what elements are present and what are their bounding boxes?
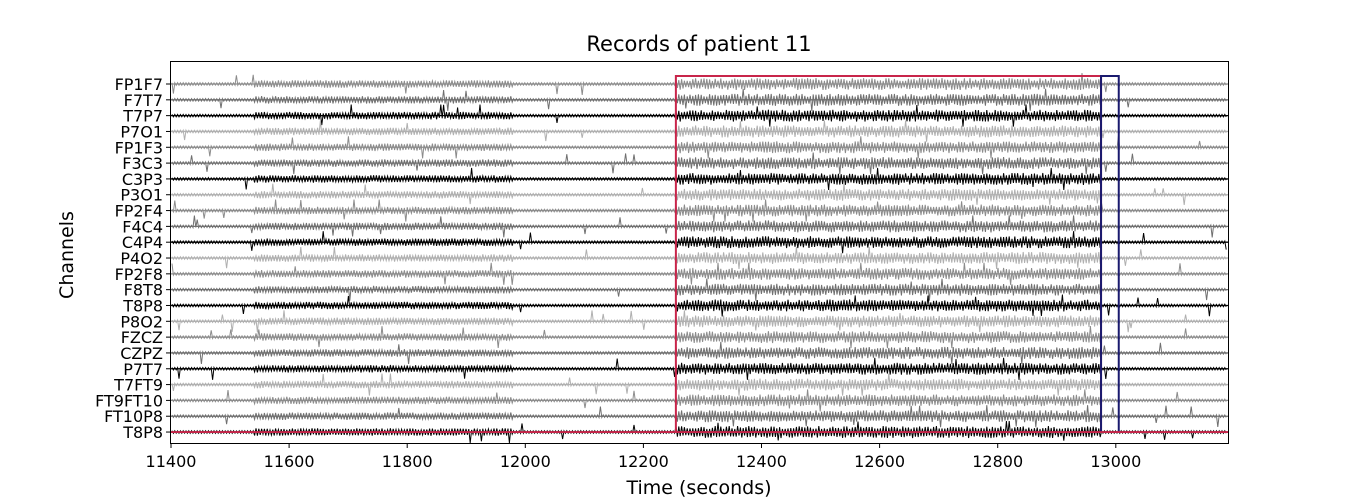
channel-label: FT9FT10	[95, 391, 163, 410]
x-axis-label: Time (seconds)	[625, 477, 771, 499]
channel-label: C4P4	[122, 233, 163, 252]
x-tick-label: 11400	[146, 452, 197, 471]
channel-label: P7T7	[123, 360, 163, 379]
x-axis: 11400 11600 11800 12000 12200 12400 12600 12800…	[146, 443, 1141, 471]
chart-title: Records of patient 11	[586, 32, 811, 56]
plot-area	[171, 72, 1228, 444]
channel-label: C3P3	[122, 170, 163, 189]
channel-label: T7FT9	[113, 376, 163, 395]
channel-label: F8T8	[124, 281, 163, 300]
channel-label: FP2F4	[115, 202, 163, 221]
x-tick-label: 12800	[972, 452, 1023, 471]
channel-label: F7T7	[124, 91, 163, 110]
x-tick-label: 12400	[736, 452, 787, 471]
x-tick-label: 12600	[854, 452, 905, 471]
channel-label: P3O1	[120, 186, 163, 205]
channel-label: T8P8	[122, 423, 163, 442]
x-tick-label: 12200	[618, 452, 669, 471]
x-tick-label: 11600	[264, 452, 315, 471]
x-tick-label: 12000	[500, 452, 551, 471]
channel-label: FZCZ	[121, 328, 163, 347]
channel-label: T8P8	[122, 296, 163, 315]
seizure-annotation-box	[1100, 75, 1120, 433]
channel-label: FT10P8	[104, 407, 163, 426]
axes-frame	[170, 61, 1229, 444]
x-tick-label: 13000	[1090, 452, 1141, 471]
channel-label: FP1F7	[115, 75, 163, 94]
x-tick-label: 11800	[382, 452, 433, 471]
channel-label: F4C4	[122, 217, 163, 236]
channel-label: P7O1	[120, 122, 163, 141]
channel-label: P4O2	[120, 249, 163, 268]
channel-label: CZPZ	[120, 344, 163, 363]
channel-label: F3C3	[122, 154, 163, 173]
y-axis: FP1F7F7T7T7P7P7O1FP1F3F3C3C3P3P3O1FP2F4F…	[95, 75, 171, 442]
channel-label: FP1F3	[115, 138, 163, 157]
channel-label: T7P7	[122, 107, 163, 126]
channel-label: FP2F8	[115, 265, 163, 284]
channel-label: P8O2	[120, 312, 163, 331]
y-axis-label: Channels	[56, 211, 78, 299]
